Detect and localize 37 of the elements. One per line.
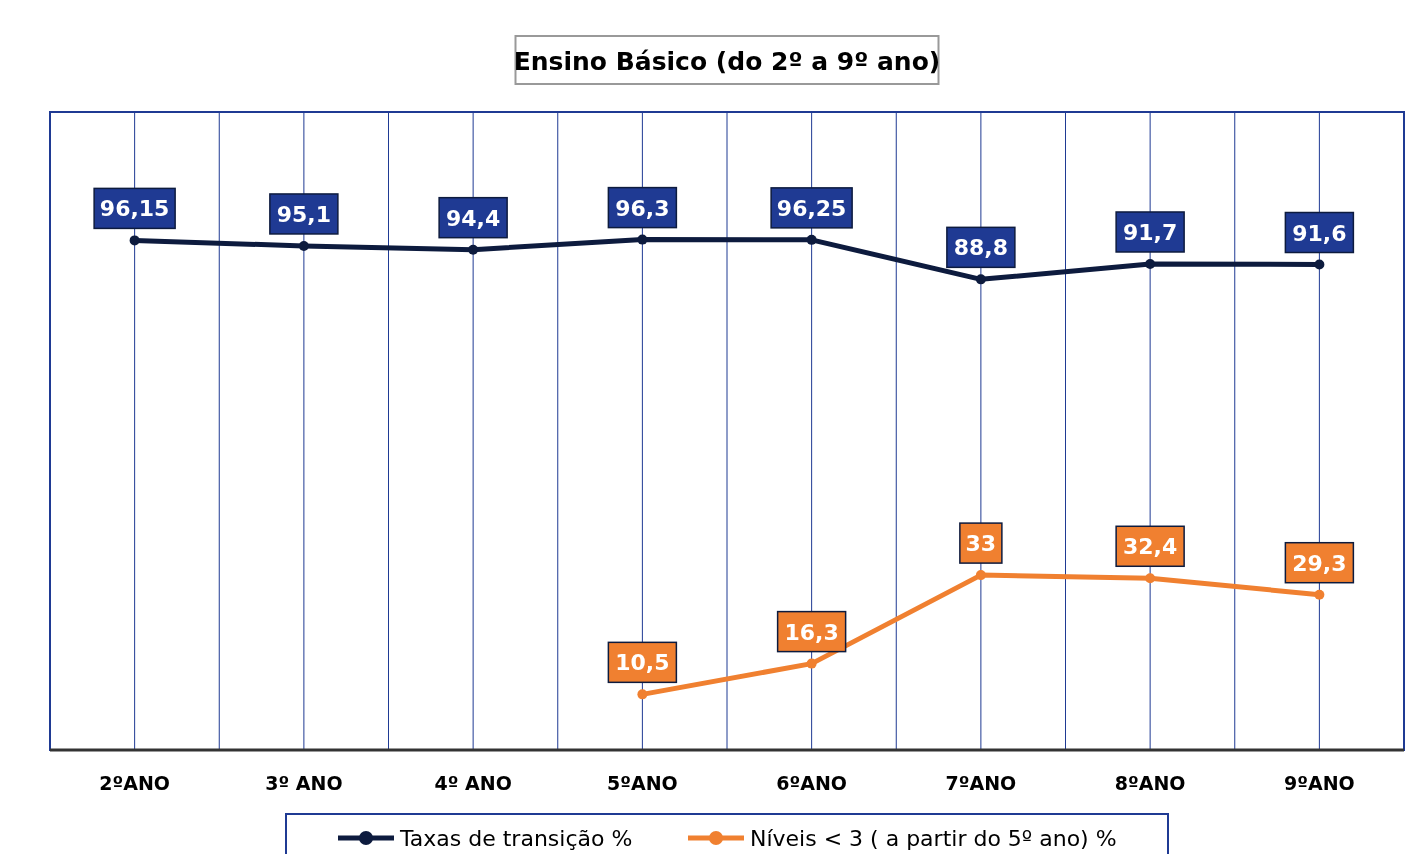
point (806, 658, 817, 669)
x-tick-label: 3º ANO (265, 772, 343, 794)
x-tick-label: 9ºANO (1284, 772, 1355, 794)
x-tick-label: 6ºANO (776, 772, 847, 794)
data-label: 91,7 (1122, 219, 1178, 245)
x-tick-label: 5ºANO (607, 772, 678, 794)
data-label: 32,4 (1122, 534, 1178, 560)
data-label: 10,5 (615, 650, 670, 676)
data-label: 16,3 (784, 619, 839, 645)
point (637, 689, 648, 700)
chart-title: Ensino Básico (do 2º a 9º ano) (513, 47, 941, 76)
data-label: 91,6 (1292, 220, 1347, 246)
data-label: 94,4 (445, 205, 501, 231)
legend-label: Taxas de transição % (399, 826, 633, 851)
point (1145, 573, 1156, 584)
point (298, 240, 309, 251)
data-label: 96,3 (615, 195, 670, 221)
point (975, 570, 986, 581)
point (975, 274, 986, 285)
point (1314, 259, 1325, 270)
point (129, 235, 140, 246)
data-label: 96,25 (776, 195, 847, 221)
point (1145, 258, 1156, 269)
x-tick-label: 7ºANO (945, 772, 1017, 794)
data-label: 96,15 (99, 196, 170, 222)
data-label: 29,3 (1292, 550, 1347, 576)
point (806, 234, 817, 245)
x-tick-label: 4º ANO (434, 772, 512, 794)
point (468, 244, 479, 255)
point (1314, 589, 1325, 600)
data-label: 88,8 (953, 235, 1009, 261)
x-tick-label: 2ºANO (99, 772, 170, 794)
point (637, 234, 648, 245)
data-label: 33 (965, 531, 997, 557)
data-label: 95,1 (276, 201, 332, 227)
x-tick-label: 8ºANO (1114, 772, 1186, 794)
legend-label: Níveis < 3 ( a partir do 5º ano) % (750, 826, 1117, 851)
